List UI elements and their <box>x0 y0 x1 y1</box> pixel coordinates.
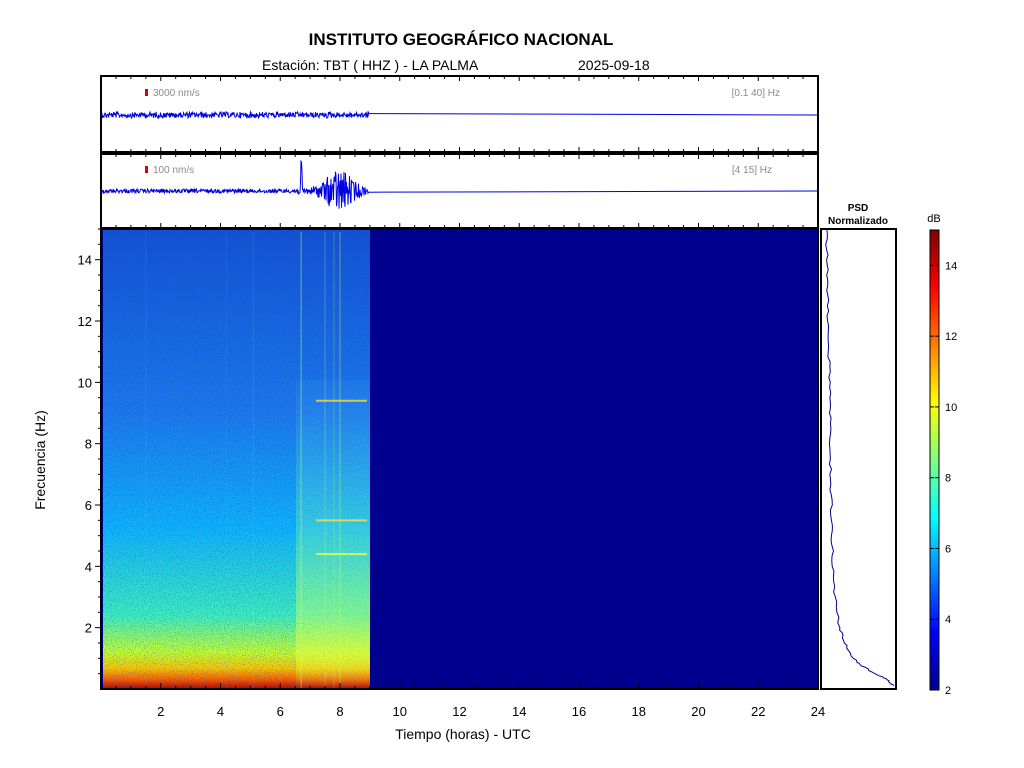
x-tick-label: 14 <box>512 704 526 719</box>
colorbar-tick-label: 8 <box>945 473 951 485</box>
x-tick-label: 24 <box>811 704 825 719</box>
date-label: 2025-09-18 <box>578 57 650 73</box>
x-axis-label: Tiempo (horas) - UTC <box>395 726 531 742</box>
seismogram-filtered-panel: 100 nm/s [4 15] Hz <box>100 153 819 229</box>
colorbar: dB 2 4 6 8 10 12 14 <box>927 213 957 697</box>
band-label-2: [4 15] Hz <box>732 165 772 176</box>
scale-label-2: 100 nm/s <box>153 165 194 176</box>
x-tick-label: 8 <box>336 704 343 719</box>
colorbar-bar <box>929 229 940 691</box>
colorbar-tick-label: 4 <box>945 614 951 626</box>
station-label: Estación: TBT ( HHZ ) - LA PALMA <box>262 57 479 73</box>
colorbar-tick-label: 2 <box>945 685 951 697</box>
x-tick-label: 12 <box>452 704 466 719</box>
x-tick-label: 6 <box>277 704 284 719</box>
y-tick-label: 2 <box>85 621 92 636</box>
y-tick-label: 12 <box>78 314 92 329</box>
colorbar-ticks: 2 4 6 8 10 12 14 <box>930 260 957 697</box>
x-tick-label: 20 <box>691 704 705 719</box>
x-tick-label: 10 <box>393 704 407 719</box>
colorbar-tick-label: 10 <box>945 402 957 414</box>
band-label-1: [0.1 40] Hz <box>732 88 780 99</box>
y-tick-label: 14 <box>78 253 92 268</box>
spectrogram-event-lines <box>145 232 367 688</box>
y-tick-label: 10 <box>78 375 92 390</box>
y-axis-ticks: 2 4 6 8 10 12 14 <box>78 228 101 675</box>
page-title: INSTITUTO GEOGRÁFICO NACIONAL <box>309 30 614 49</box>
scale-marker-1 <box>145 89 148 96</box>
x-axis-ticks: 2 4 6 8 10 12 14 16 18 20 22 24 <box>100 683 825 719</box>
scale-marker-2 <box>145 166 148 173</box>
y-tick-label: 6 <box>85 498 92 513</box>
x-tick-label: 2 <box>157 704 164 719</box>
psd-panel: PSD Normalizado <box>820 203 897 690</box>
colorbar-tick-label: 12 <box>945 331 957 343</box>
seismogram-broadband-panel: 3000 nm/s [0.1 40] Hz <box>100 75 819 153</box>
seismogram-trace-2 <box>100 159 819 209</box>
colorbar-unit: dB <box>927 213 940 225</box>
psd-title: PSD <box>848 203 869 214</box>
seismogram-1-ticks <box>115 76 804 152</box>
x-tick-label: 4 <box>217 704 224 719</box>
psd-curve <box>825 228 895 687</box>
psd-subtitle: Normalizado <box>828 216 888 227</box>
colorbar-tick-label: 14 <box>945 260 957 272</box>
x-tick-label: 16 <box>572 704 586 719</box>
scale-label-1: 3000 nm/s <box>153 88 200 99</box>
y-tick-label: 4 <box>85 559 92 574</box>
x-tick-label: 22 <box>751 704 765 719</box>
y-axis-label: Frecuencia (Hz) <box>32 410 48 510</box>
spectrogram-event-energy <box>296 380 370 689</box>
seismogram-trace-1 <box>100 110 819 120</box>
seismogram-2-ticks <box>115 154 804 228</box>
x-tick-label: 18 <box>632 704 646 719</box>
colorbar-tick-label: 6 <box>945 543 951 555</box>
y-tick-label: 8 <box>85 437 92 452</box>
